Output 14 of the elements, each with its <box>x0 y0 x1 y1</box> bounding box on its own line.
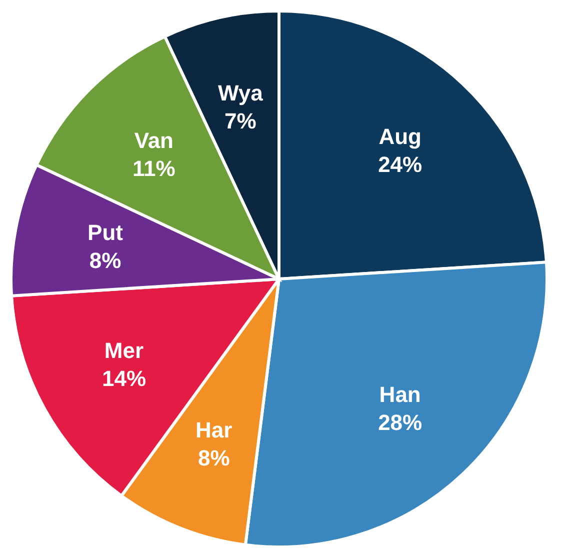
data-label: 24% <box>378 152 422 178</box>
data-label: 14% <box>102 366 146 392</box>
slice-label: Van <box>134 128 174 153</box>
slice-label: Han <box>379 382 421 407</box>
slice-label: Wya <box>218 80 264 106</box>
slice-label: Aug <box>378 124 422 150</box>
data-label: 11% <box>132 156 176 181</box>
data-label: 7% <box>224 108 256 134</box>
slice-label: Mer <box>104 338 144 364</box>
data-label: 28% <box>378 410 422 435</box>
data-label: 8% <box>198 445 230 470</box>
slice-label: Put <box>88 220 124 245</box>
data-label: 8% <box>89 248 122 273</box>
slice-label: Har <box>196 417 233 442</box>
